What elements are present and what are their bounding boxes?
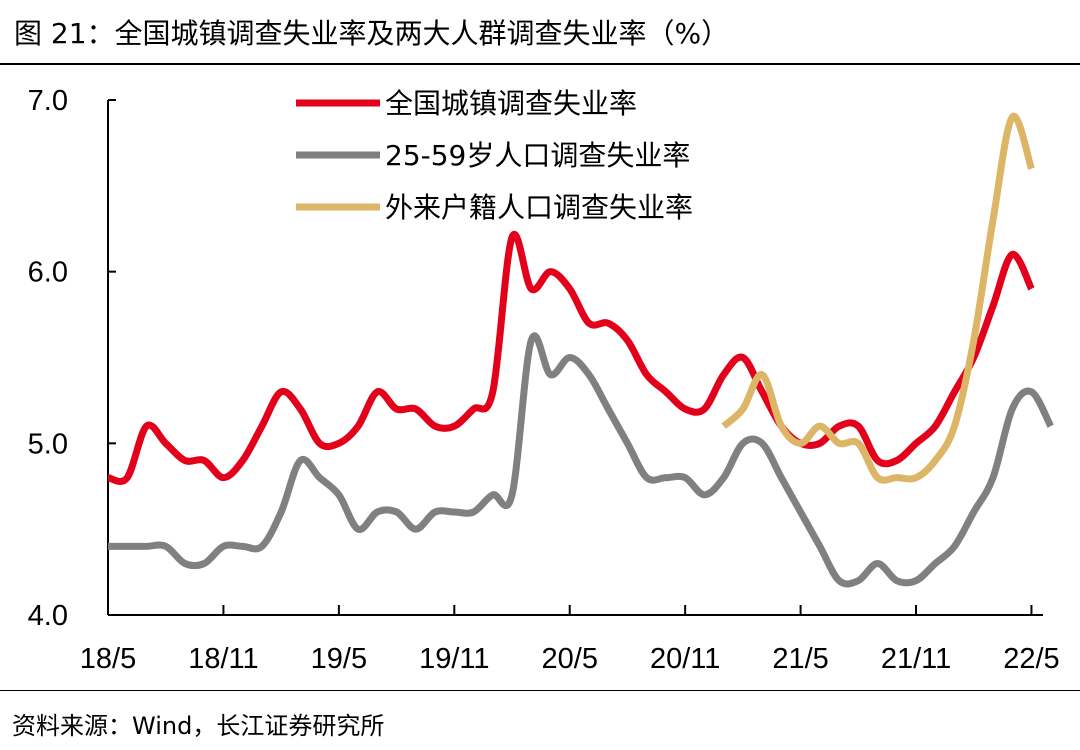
x-tick-label: 21/11 xyxy=(881,643,951,675)
legend-item-migrant-label: 外来户籍人口调查失业率 xyxy=(385,191,693,224)
y-tick-label: 7.0 xyxy=(28,85,68,117)
source-note: 资料来源：Wind，长江证券研究所 xyxy=(12,712,385,740)
y-tick-label: 6.0 xyxy=(28,257,68,289)
source-rule xyxy=(0,690,1080,691)
figure-title: 图 21：全国城镇调查失业率及两大人群调查失业率（%） xyxy=(14,17,730,50)
title-rule xyxy=(0,63,1080,65)
x-tick-label: 19/5 xyxy=(311,643,367,675)
x-tick-label: 18/5 xyxy=(80,643,136,675)
x-tick-label: 22/5 xyxy=(1003,643,1059,675)
x-tick-label: 19/11 xyxy=(419,643,489,675)
line-chart: 4.0 5.0 6.0 7.0 18/5 18/11 19/5 19/11 20/5 20/11 2… xyxy=(28,85,1060,675)
series-line-age-25-59 xyxy=(108,332,1054,588)
x-tick-label: 20/11 xyxy=(650,643,720,675)
x-tick-label: 20/5 xyxy=(542,643,598,675)
series-line-migrant xyxy=(721,112,1035,484)
series-layer xyxy=(107,112,1054,588)
y-tick-label: 5.0 xyxy=(28,428,68,460)
x-tick-label: 18/11 xyxy=(188,643,258,675)
legend-item-age-25-59-label: 25-59岁人口调查失业率 xyxy=(385,139,690,172)
x-tick-label: 21/5 xyxy=(772,643,828,675)
series-line-national xyxy=(107,230,1035,485)
legend-item-national-label: 全国城镇调查失业率 xyxy=(385,87,637,120)
y-tick-label: 4.0 xyxy=(28,600,68,632)
chart-axes: 4.0 5.0 6.0 7.0 18/5 18/11 19/5 19/11 20/5 20/11 2… xyxy=(28,85,1060,675)
